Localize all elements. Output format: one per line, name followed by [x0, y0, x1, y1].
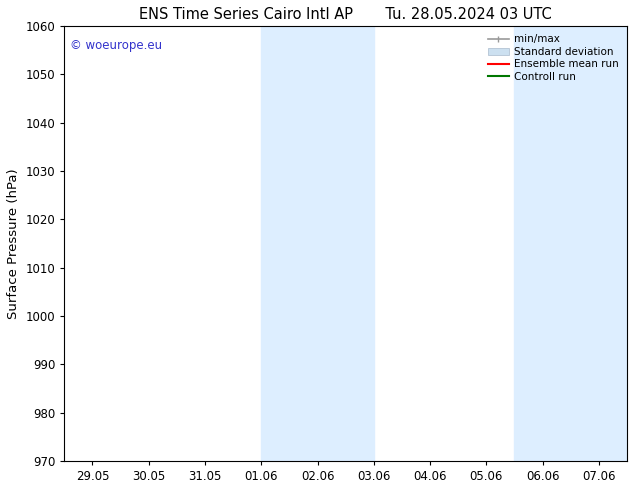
Text: © woeurope.eu: © woeurope.eu — [70, 39, 162, 52]
Y-axis label: Surface Pressure (hPa): Surface Pressure (hPa) — [7, 168, 20, 319]
Legend: min/max, Standard deviation, Ensemble mean run, Controll run: min/max, Standard deviation, Ensemble me… — [484, 30, 623, 86]
Bar — [261, 26, 374, 461]
Title: ENS Time Series Cairo Intl AP       Tu. 28.05.2024 03 UTC: ENS Time Series Cairo Intl AP Tu. 28.05.… — [139, 7, 552, 22]
Bar — [515, 26, 627, 461]
